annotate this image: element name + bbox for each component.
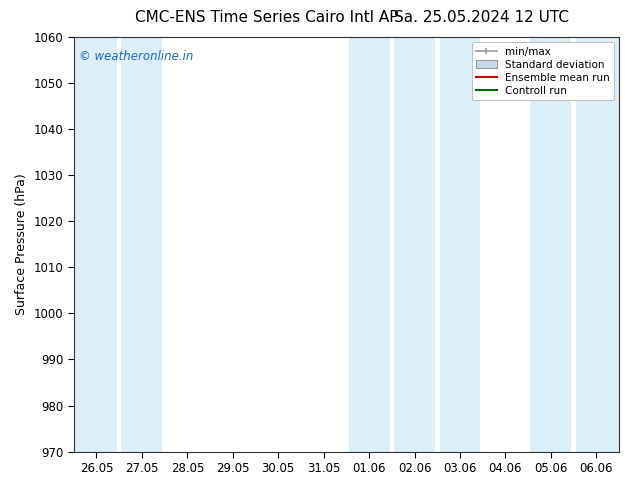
Bar: [394, 37, 435, 452]
Bar: [74, 37, 117, 452]
Legend: min/max, Standard deviation, Ensemble mean run, Controll run: min/max, Standard deviation, Ensemble me…: [472, 42, 614, 100]
Bar: [531, 37, 571, 452]
Text: Sa. 25.05.2024 12 UTC: Sa. 25.05.2024 12 UTC: [394, 10, 569, 25]
Bar: [439, 37, 481, 452]
Text: © weatheronline.in: © weatheronline.in: [79, 49, 193, 63]
Bar: [122, 37, 162, 452]
Text: CMC-ENS Time Series Cairo Intl AP: CMC-ENS Time Series Cairo Intl AP: [134, 10, 398, 25]
Bar: [349, 37, 389, 452]
Bar: [576, 37, 619, 452]
Y-axis label: Surface Pressure (hPa): Surface Pressure (hPa): [15, 173, 28, 315]
